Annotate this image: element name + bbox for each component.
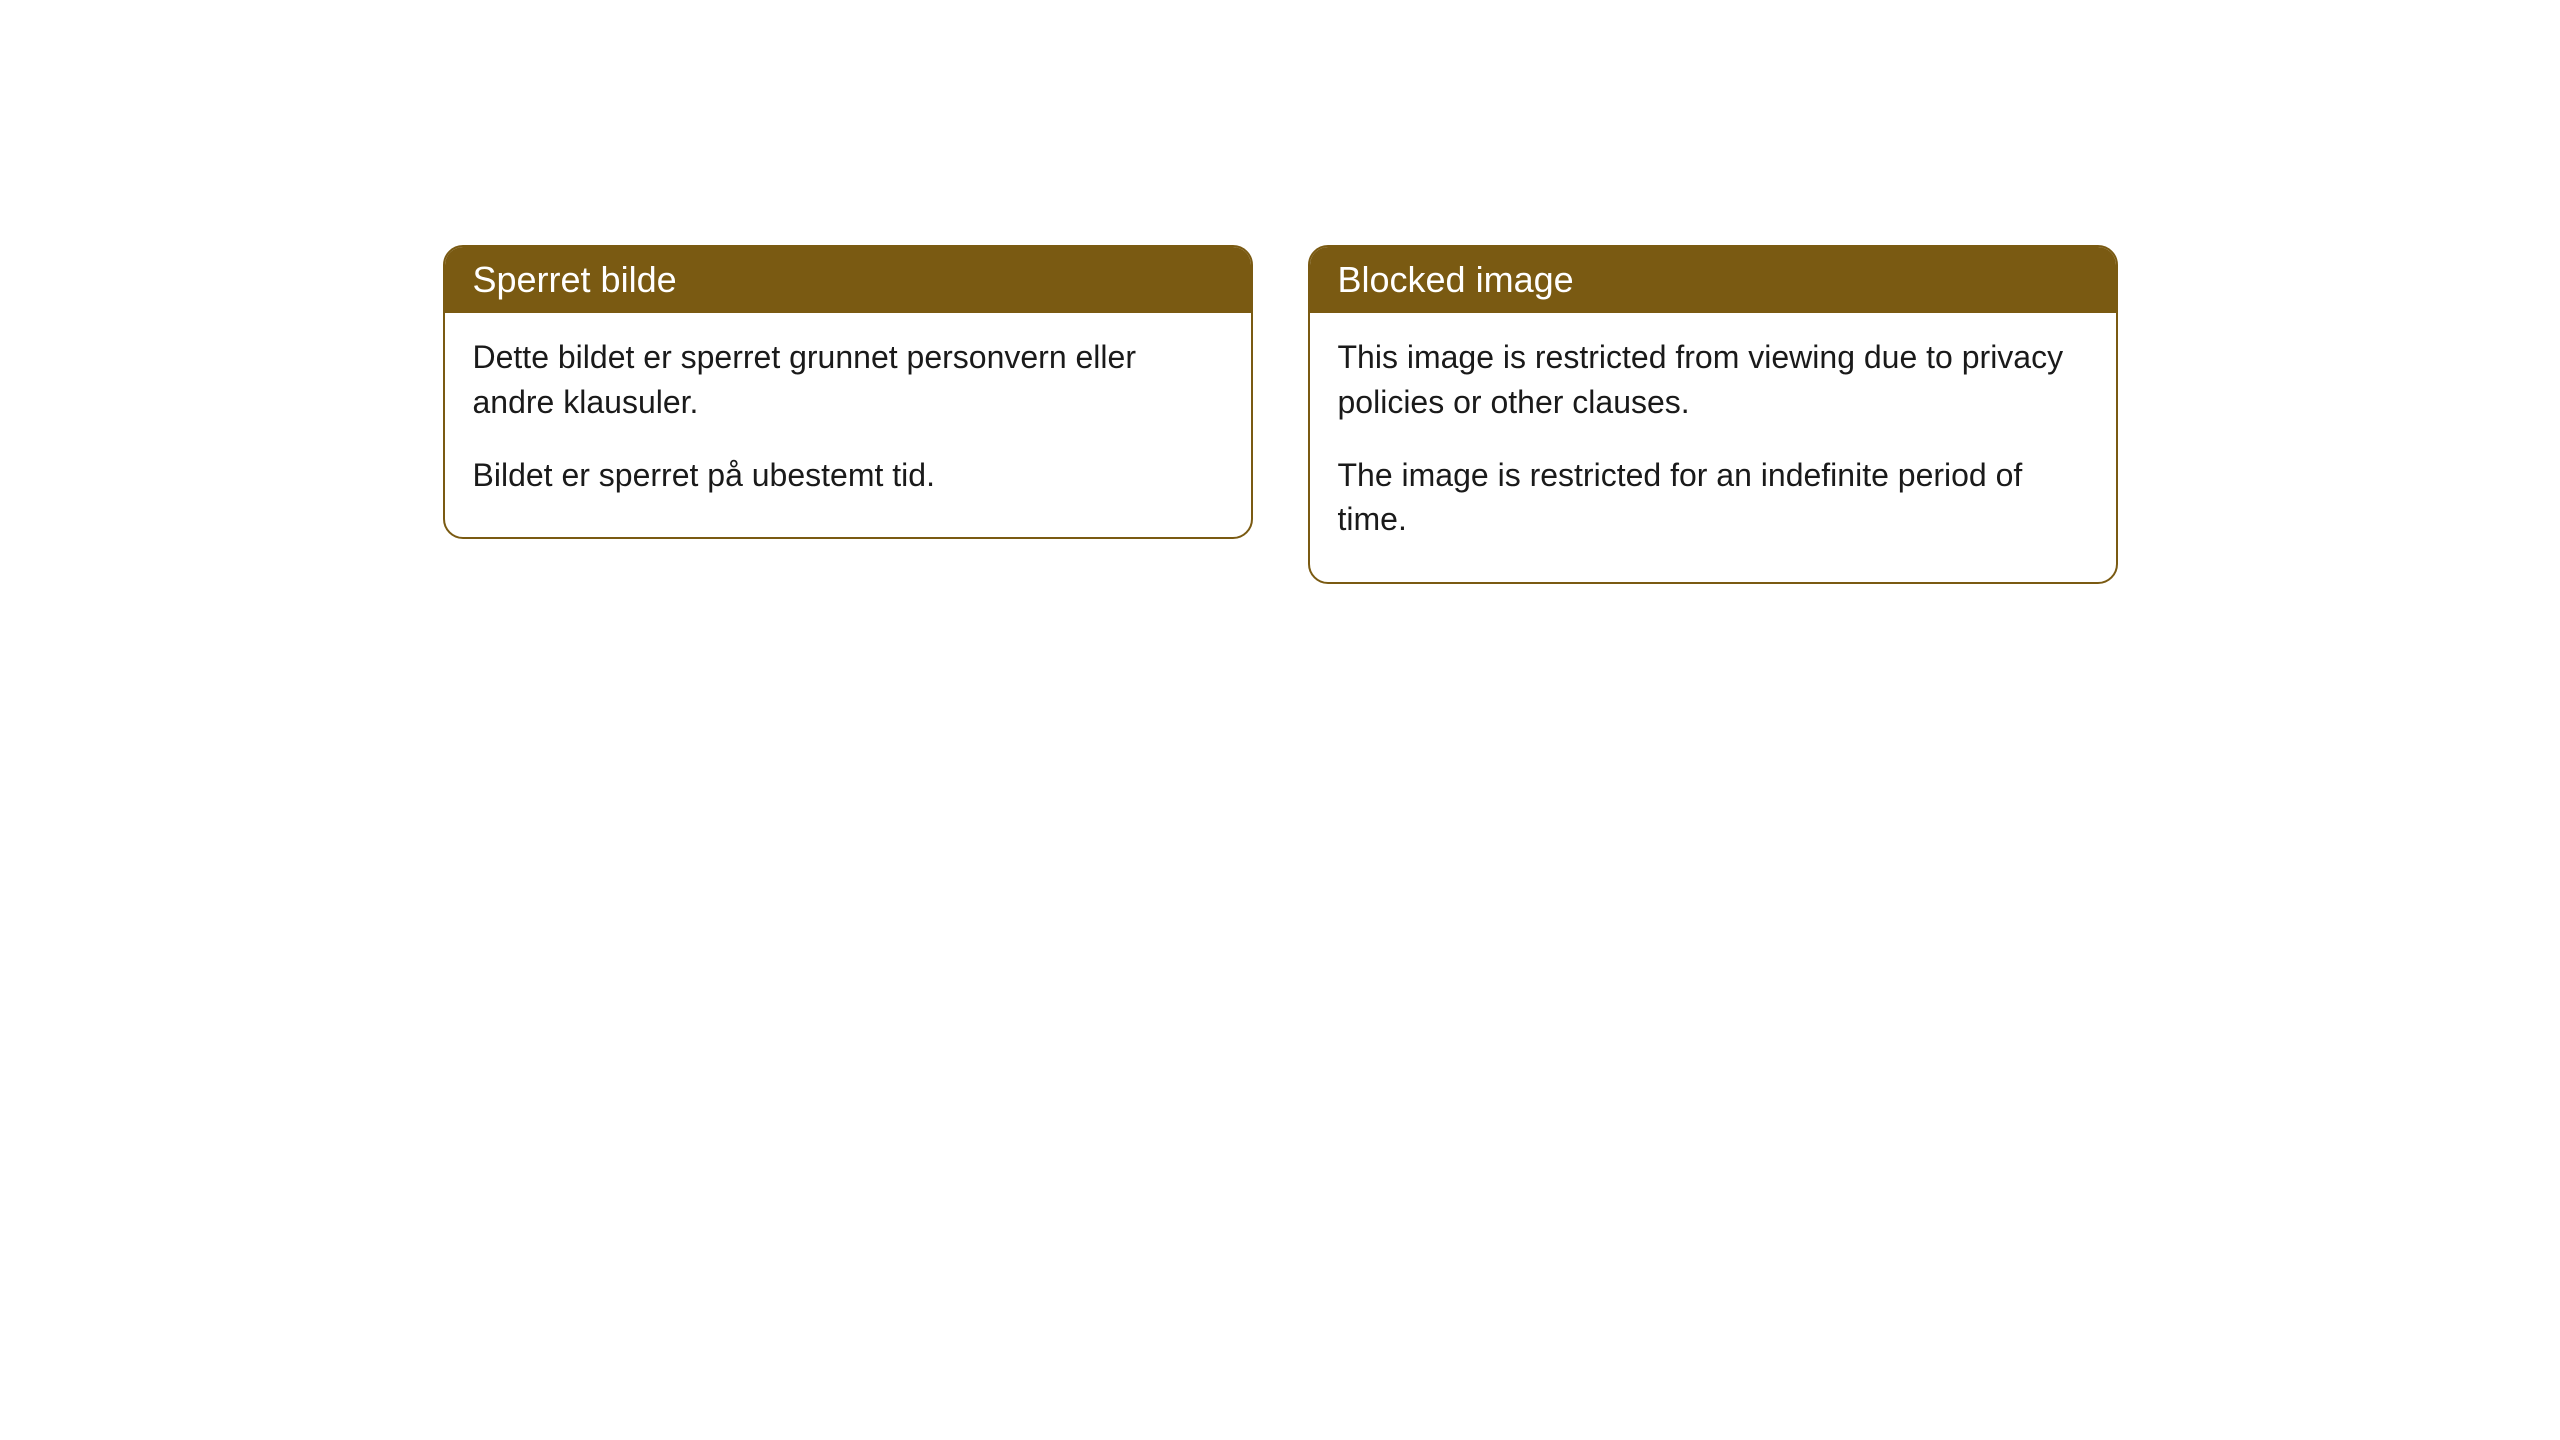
card-text-norwegian-1: Dette bildet er sperret grunnet personve… bbox=[473, 335, 1223, 425]
card-header-norwegian: Sperret bilde bbox=[445, 247, 1251, 313]
card-body-english: This image is restricted from viewing du… bbox=[1310, 313, 2116, 582]
cards-container: Sperret bilde Dette bildet er sperret gr… bbox=[443, 245, 2118, 1440]
card-header-english: Blocked image bbox=[1310, 247, 2116, 313]
card-body-norwegian: Dette bildet er sperret grunnet personve… bbox=[445, 313, 1251, 537]
blocked-image-card-english: Blocked image This image is restricted f… bbox=[1308, 245, 2118, 584]
card-text-english-1: This image is restricted from viewing du… bbox=[1338, 335, 2088, 425]
card-text-norwegian-2: Bildet er sperret på ubestemt tid. bbox=[473, 453, 1223, 498]
card-text-english-2: The image is restricted for an indefinit… bbox=[1338, 453, 2088, 543]
blocked-image-card-norwegian: Sperret bilde Dette bildet er sperret gr… bbox=[443, 245, 1253, 539]
